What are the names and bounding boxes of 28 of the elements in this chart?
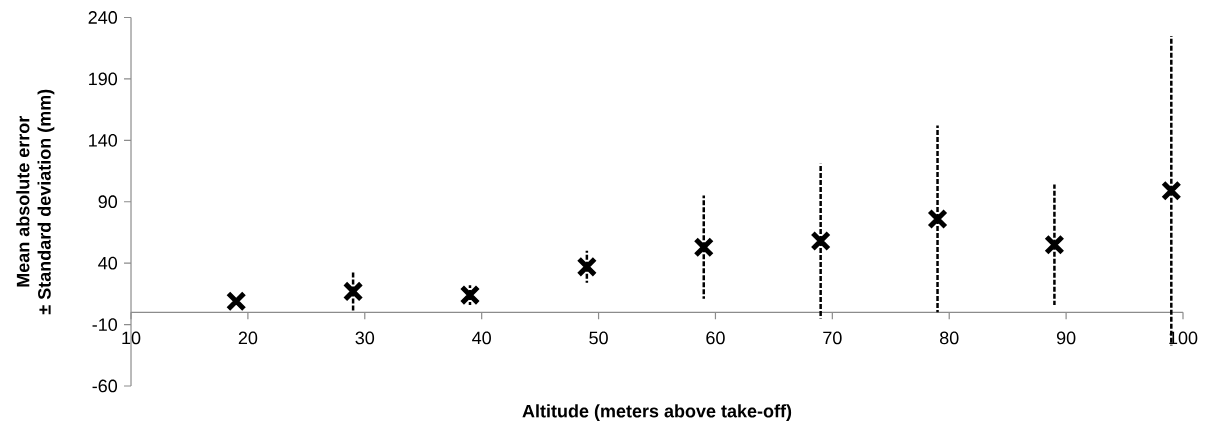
y-tick-label: 140	[89, 133, 118, 147]
y-tick-label: -60	[92, 379, 118, 393]
x-tick-label: 70	[823, 331, 842, 345]
x-tick-label: 10	[122, 331, 141, 345]
point	[576, 256, 598, 278]
point	[810, 230, 831, 252]
x-tick-label: 90	[1056, 331, 1076, 345]
x-tick-label: 20	[238, 331, 258, 345]
x-axis-title: Altitude (meters above take-off)	[522, 404, 792, 422]
y-axis-title: Mean absolute error ± Standard deviation (mm)	[16, 89, 55, 315]
y-tick-label: 190	[89, 72, 118, 86]
x-tick-label: 30	[355, 331, 375, 345]
y-tick-label: 240	[88, 11, 118, 24]
point	[459, 284, 481, 306]
x-tick-label: 100	[1169, 331, 1198, 345]
y-tick-label: 40	[98, 256, 118, 270]
y-tick-label: -10	[92, 318, 118, 331]
x-tick-label: 60	[706, 331, 725, 345]
x-tick-label: 80	[939, 331, 959, 345]
y-tick-label: 90	[98, 195, 118, 209]
x-tick-label: 40	[472, 331, 491, 345]
point	[225, 290, 247, 312]
point	[1161, 180, 1182, 201]
point	[693, 236, 715, 258]
x-tick-label: 50	[589, 331, 608, 345]
point	[1044, 234, 1065, 256]
point	[342, 281, 364, 302]
point	[927, 208, 948, 230]
